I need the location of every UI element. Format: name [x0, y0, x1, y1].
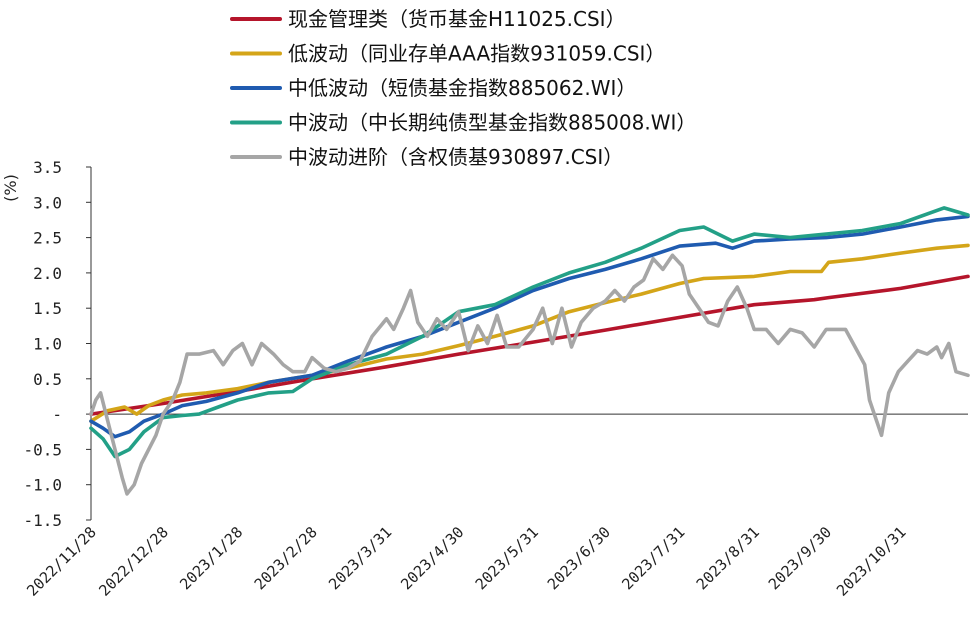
y-tick-label: 3.0	[33, 193, 62, 212]
x-tick-label: 2023/3/31	[325, 523, 395, 593]
x-tick-label: 2023/2/28	[251, 523, 321, 593]
x-tick-label: 2023/10/31	[833, 523, 910, 600]
x-tick-label: 2023/7/31	[618, 523, 688, 593]
y-tick-label: 1.5	[33, 299, 62, 318]
x-tick-label: 2022/11/28	[23, 523, 100, 600]
y-axis: (%) 3.5 3.0 2.5 2.0 1.5 1.0 0.5 - -0.5 -1.0 -1.5	[1, 158, 92, 530]
y-tick-label: -1.0	[23, 476, 62, 495]
x-tick-label: 2023/8/31	[693, 523, 763, 593]
y-tick-label: -1.5	[23, 511, 62, 530]
legend-label: 中低波动（短债基金指数885062.WI）	[288, 76, 636, 100]
legend-label: 低波动（同业存单AAA指数931059.CSI）	[288, 42, 665, 66]
y-tick-label: 2.5	[33, 229, 62, 248]
y-tick-label: 1.0	[33, 335, 62, 354]
series-line-5	[89, 253, 970, 496]
plot-area	[89, 206, 970, 496]
x-tick-label: 2023/9/30	[765, 523, 835, 593]
x-tick-label: 2023/1/28	[176, 523, 246, 593]
y-tick-label: 2.0	[33, 264, 62, 283]
x-tick-label: 2023/4/30	[397, 523, 467, 593]
y-tick-label: -0.5	[23, 440, 62, 459]
y-tick-label: 0.5	[33, 370, 62, 389]
series-line-1	[89, 274, 970, 416]
y-axis-label: (%)	[1, 174, 20, 202]
x-tick-label: 2023/6/30	[544, 523, 614, 593]
legend-label: 中波动（中长期纯债型基金指数885008.WI）	[288, 111, 696, 135]
x-tick-label: 2022/12/28	[95, 523, 172, 600]
y-tick-label: -	[52, 405, 62, 424]
series-line-2	[89, 243, 970, 424]
legend-label: 中波动进阶（含权债基930897.CSI）	[288, 145, 623, 169]
x-tick-label: 2023/5/31	[472, 523, 542, 593]
legend-label: 现金管理类（货币基金H11025.CSI）	[288, 7, 626, 31]
y-tick-label: 3.5	[33, 158, 62, 177]
legend: 现金管理类（货币基金H11025.CSI） 低波动（同业存单AAA指数931059…	[230, 7, 696, 169]
